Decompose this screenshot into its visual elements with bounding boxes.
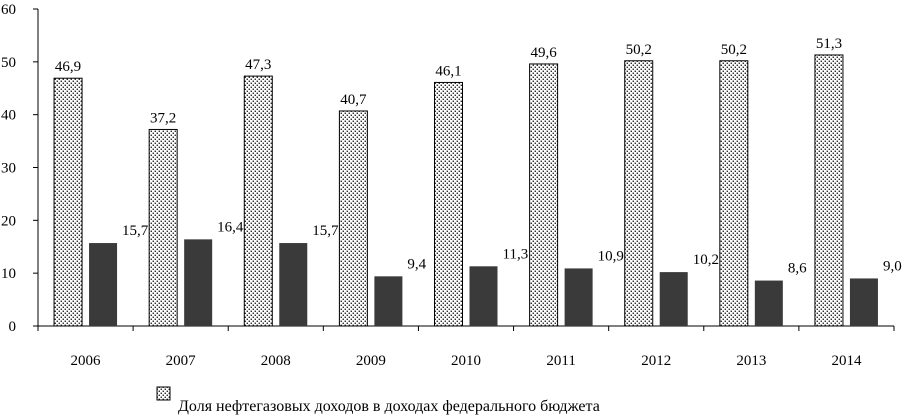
- x-tick-label: 2010: [451, 353, 481, 369]
- data-label: 50,2: [626, 42, 652, 58]
- data-label: 15,7: [312, 223, 339, 239]
- legend-label-oil-gas-share: Доля нефтегазовых доходов в доходах феде…: [178, 398, 600, 415]
- bar-secondary-series: [564, 268, 593, 326]
- bars: [53, 54, 878, 327]
- data-label: 9,4: [407, 256, 426, 272]
- legend: Доля нефтегазовых доходов в доходах феде…: [156, 386, 600, 415]
- x-tick-label: 2007: [166, 353, 197, 369]
- y-tick-label: 30: [1, 161, 16, 177]
- data-label: 10,2: [693, 252, 719, 268]
- bar-secondary-series: [659, 272, 688, 326]
- x-tick-label: 2006: [71, 353, 102, 369]
- data-label: 46,1: [435, 63, 461, 79]
- data-label: 40,7: [340, 92, 367, 108]
- x-tick-label: 2013: [736, 353, 766, 369]
- bar-secondary-series: [469, 266, 498, 326]
- data-label: 47,3: [245, 57, 271, 73]
- bar-secondary-series: [849, 278, 878, 326]
- x-axis: 2006 2007 2008 2009 2010 2011 2012 2013 2014: [37, 325, 895, 369]
- data-label: 50,2: [721, 42, 747, 58]
- data-label: 8,6: [788, 261, 807, 277]
- y-tick-label: 50: [1, 55, 16, 71]
- x-tick-label: 2009: [356, 353, 386, 369]
- bar-oil-gas-share: [624, 60, 654, 327]
- bar-oil-gas-share: [53, 77, 83, 327]
- bar-secondary-series: [374, 276, 403, 326]
- x-tick-label: 2011: [546, 353, 575, 369]
- y-tick-label: 10: [1, 266, 16, 282]
- data-label: 9,0: [883, 258, 902, 274]
- legend-swatch-dotted: [156, 386, 171, 401]
- data-label: 11,3: [503, 246, 529, 262]
- bar-secondary-series: [279, 243, 308, 326]
- data-label: 10,9: [598, 248, 624, 264]
- data-label: 37,2: [150, 110, 176, 126]
- bar-secondary-series: [184, 239, 213, 326]
- y-tick-label: 60: [1, 2, 16, 18]
- y-tick-label: 0: [9, 319, 17, 335]
- y-tick-label: 20: [1, 213, 16, 229]
- x-tick-label: 2008: [261, 353, 291, 369]
- bar-oil-gas-share: [719, 60, 749, 327]
- bar-oil-gas-share: [243, 75, 273, 327]
- data-label: 16,4: [217, 219, 244, 235]
- bar-oil-gas-share: [148, 128, 178, 327]
- bar-secondary-series: [89, 243, 118, 326]
- x-tick-label: 2012: [641, 353, 671, 369]
- data-label: 49,6: [530, 45, 557, 61]
- bar-oil-gas-share: [529, 63, 559, 327]
- bar-oil-gas-share: [338, 110, 368, 327]
- y-tick-label: 40: [1, 108, 16, 124]
- bar-oil-gas-share: [434, 81, 463, 327]
- y-axis: 0 10 20 30 40 50 60: [1, 2, 39, 335]
- data-label: 46,9: [55, 59, 81, 75]
- data-label: 15,7: [122, 223, 149, 239]
- bar-secondary-series: [754, 280, 783, 326]
- x-tick-label: 2014: [831, 353, 862, 369]
- data-label: 51,3: [816, 36, 842, 52]
- bar-oil-gas-share: [814, 54, 844, 327]
- data-labels: 46,9 15,7 37,2 16,4 47,3 15,7 40,7 9,4 46,1 11,3 4…: [55, 36, 902, 277]
